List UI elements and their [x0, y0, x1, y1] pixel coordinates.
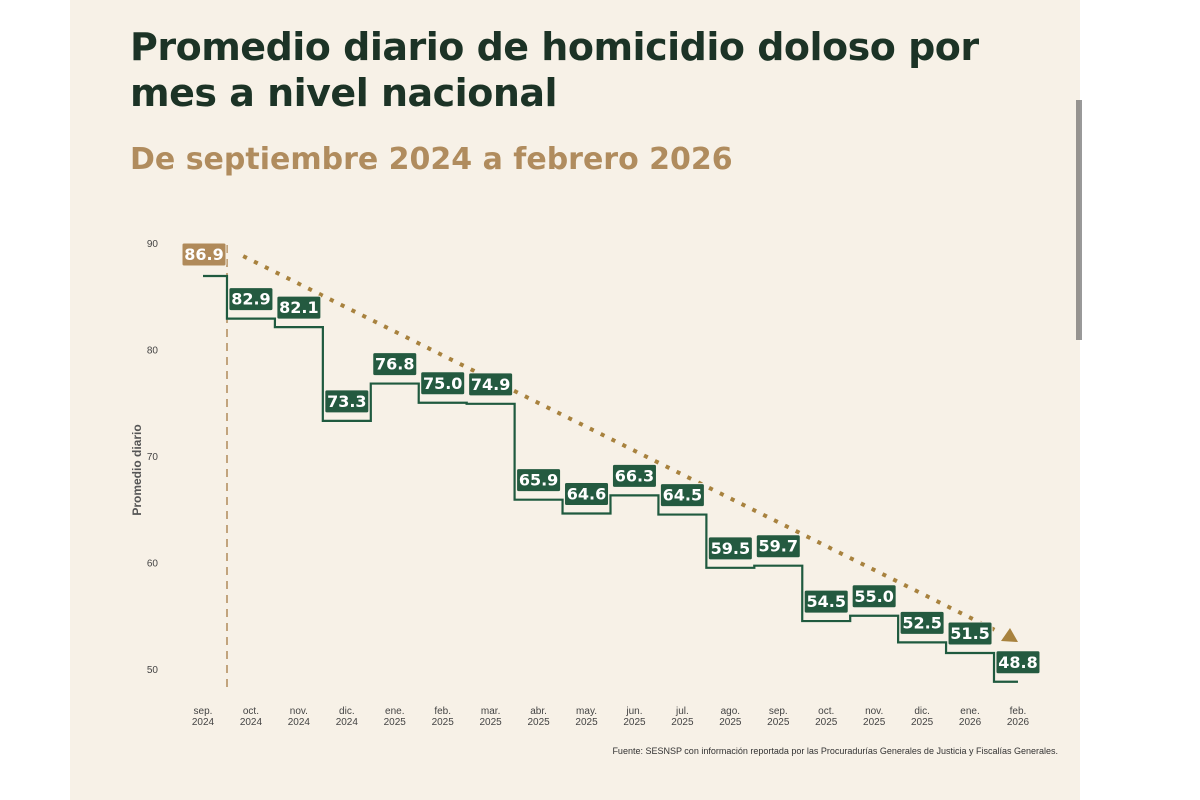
x-tick-label: nov. — [865, 706, 883, 717]
x-tick-label: oct. — [243, 706, 259, 717]
x-tick-label: dic. — [914, 706, 930, 717]
data-label: 65.9 — [519, 471, 558, 490]
x-tick-label: 2025 — [432, 717, 455, 728]
scroll-strip — [1076, 100, 1082, 340]
source-note: Fuente: SESNSP con información reportada… — [612, 746, 1058, 756]
data-label: 51.5 — [950, 624, 989, 643]
x-tick-label: feb. — [1010, 706, 1027, 717]
x-tick-label: oct. — [818, 706, 834, 717]
x-tick-label: sep. — [194, 706, 213, 717]
data-label-box — [276, 295, 322, 320]
y-axis-label: Promedio diario — [130, 424, 144, 515]
data-label-box — [468, 372, 514, 397]
data-label-box — [947, 621, 993, 646]
data-label-box — [851, 584, 897, 609]
data-label-box — [707, 536, 753, 561]
data-label-box — [995, 650, 1041, 675]
y-tick-label: 70 — [147, 452, 159, 463]
data-label-box — [181, 242, 227, 267]
data-label-box — [755, 534, 801, 559]
trend-dotted-line — [242, 254, 1006, 637]
data-label-box — [420, 371, 466, 396]
data-label-box — [324, 389, 370, 414]
x-tick-label: dic. — [339, 706, 355, 717]
data-label: 82.1 — [279, 298, 318, 317]
x-tick-label: ene. — [385, 706, 404, 717]
x-tick-label: ene. — [960, 706, 979, 717]
x-tick-label: jun. — [625, 706, 642, 717]
x-tick-label: sep. — [769, 706, 788, 717]
x-tick-label: 2024 — [336, 717, 359, 728]
y-tick-label: 90 — [147, 239, 159, 250]
x-tick-label: 2025 — [911, 717, 934, 728]
x-tick-label: nov. — [290, 706, 308, 717]
data-label-box — [899, 610, 945, 635]
x-tick-label: 2025 — [623, 717, 646, 728]
trend-arrow-icon — [1001, 628, 1018, 642]
x-tick-label: 2026 — [1007, 717, 1030, 728]
x-tick-label: 2025 — [767, 717, 790, 728]
chart-title: Promedio diario de homicidio doloso por … — [130, 25, 979, 115]
x-tick-label: may. — [576, 706, 597, 717]
x-tick-label: abr. — [530, 706, 547, 717]
step-line — [203, 274, 1018, 683]
data-label: 76.8 — [375, 355, 414, 374]
x-tick-label: jul. — [675, 706, 689, 717]
data-label: 64.5 — [663, 486, 702, 505]
data-label: 64.6 — [567, 485, 606, 504]
x-tick-label: mar. — [481, 706, 500, 717]
y-tick-label: 60 — [147, 559, 159, 570]
chart-panel — [70, 0, 1080, 800]
data-label: 75.0 — [423, 374, 462, 393]
data-label-box — [803, 589, 849, 614]
data-label-box — [228, 287, 274, 312]
data-label-box — [564, 482, 610, 507]
data-label: 66.3 — [615, 466, 654, 485]
data-label-box — [659, 483, 705, 508]
x-tick-label: 2024 — [192, 717, 215, 728]
x-tick-label: ago. — [721, 706, 740, 717]
data-label: 82.9 — [231, 290, 270, 309]
x-tick-label: 2025 — [671, 717, 694, 728]
x-tick-label: 2025 — [719, 717, 742, 728]
y-tick-label: 50 — [147, 665, 159, 676]
data-label: 59.7 — [759, 537, 798, 556]
data-label: 52.5 — [902, 613, 941, 632]
x-tick-label: 2026 — [959, 717, 982, 728]
x-tick-label: 2025 — [863, 717, 886, 728]
x-tick-label: 2025 — [527, 717, 550, 728]
data-label: 48.8 — [998, 653, 1037, 672]
data-label: 86.9 — [184, 245, 223, 264]
data-label: 74.9 — [471, 375, 510, 394]
data-label-box — [516, 468, 562, 493]
data-label: 59.5 — [711, 539, 750, 558]
data-label: 73.3 — [327, 392, 366, 411]
y-tick-label: 80 — [147, 346, 159, 357]
x-tick-label: 2025 — [384, 717, 407, 728]
data-label: 55.0 — [854, 587, 893, 606]
x-tick-label: 2025 — [480, 717, 503, 728]
data-label-box — [372, 352, 418, 377]
data-label: 54.5 — [806, 592, 845, 611]
x-tick-label: 2025 — [815, 717, 838, 728]
x-tick-label: feb. — [434, 706, 451, 717]
x-tick-label: 2024 — [240, 717, 263, 728]
chart-subtitle: De septiembre 2024 a febrero 2026 — [130, 142, 733, 177]
data-label-box — [611, 463, 657, 488]
x-tick-label: 2025 — [575, 717, 598, 728]
x-tick-label: 2024 — [288, 717, 311, 728]
